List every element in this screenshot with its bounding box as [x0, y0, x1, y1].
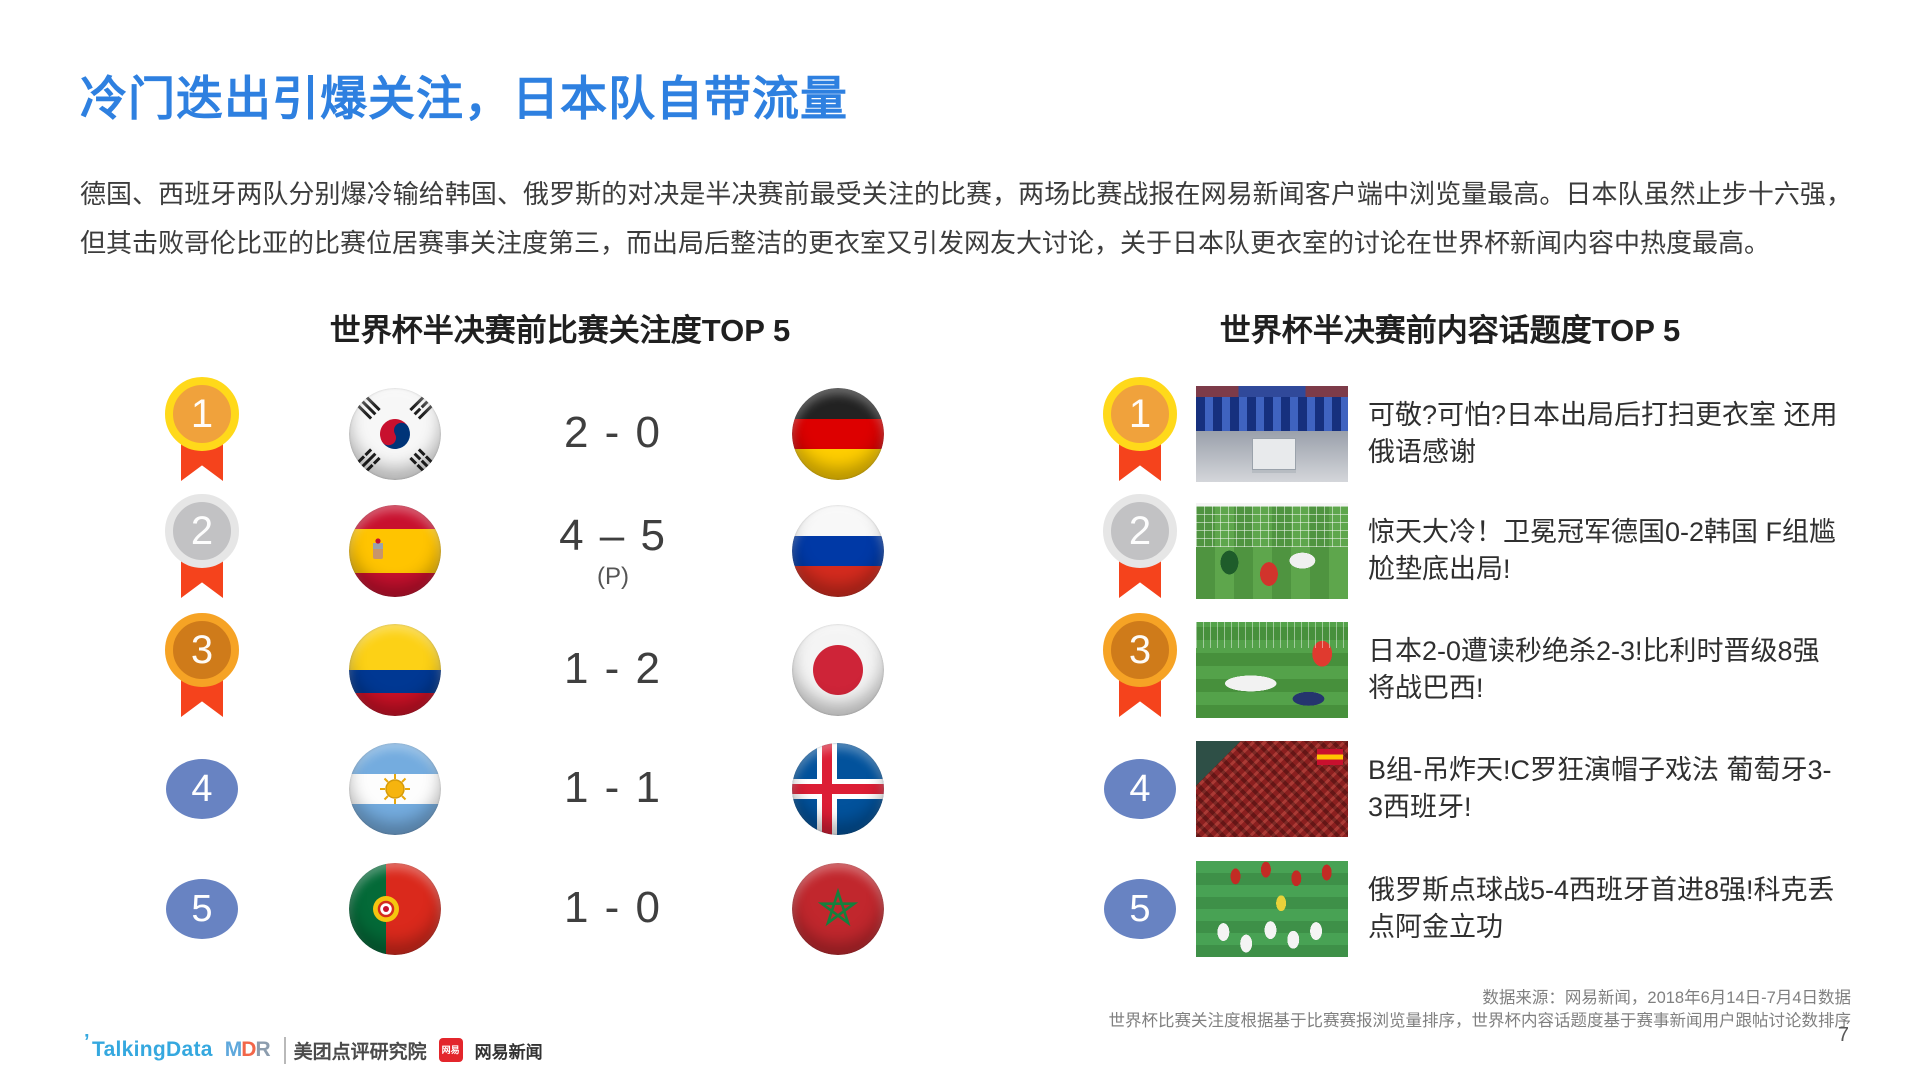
rank-number: 4 [1129, 768, 1151, 810]
mdr-logo: M D R [224, 1038, 271, 1061]
right-panel-title: 世界杯半决赛前内容话题度TOP 5 [1219, 313, 1681, 348]
rank-number: 2 [1128, 509, 1152, 553]
left-panel-title: 世界杯半决赛前比赛关注度TOP 5 [329, 313, 791, 348]
logo-bar: TalkingData M D R 美团点评研究院 网易 网易新闻 [84, 1031, 543, 1064]
flag-russia-icon [792, 505, 884, 597]
news-headline: 惊天大冷！卫冕冠军德国0-2韩国 F组尴尬垫底出局! [1368, 517, 1837, 584]
news-photo-celebration [1196, 861, 1348, 957]
match-row: 3 1 - 2 [0, 613, 1921, 725]
news-photo-locker-room [1196, 386, 1348, 482]
flag-japan-icon [792, 624, 884, 716]
rank-badge: 4 [1104, 759, 1176, 819]
topic-row: 2 惊天大冷！卫冕冠军德国0-2韩国 F组尴尬垫底出局! [0, 494, 1921, 606]
rank-number: 5 [1129, 888, 1151, 930]
flag-morocco-icon [792, 863, 884, 955]
topic-row: 5 俄罗斯点球战5-4西班牙首进8强!科克丢点阿金立功 [0, 854, 1921, 964]
news-headline: 俄罗斯点球战5-4西班牙首进8强!科克丢点阿金立功 [1368, 875, 1835, 942]
flag-iceland-icon [792, 743, 884, 835]
match-score: 1 - 1 [563, 763, 663, 812]
meituan-dianping-institute-label: 美团点评研究院 [283, 1036, 427, 1064]
rank-number: 3 [190, 628, 214, 672]
medal-gold-icon: 1 [1095, 377, 1185, 481]
match-row: 4 1 - 1 [0, 734, 1921, 844]
page-number: 7 [1837, 1024, 1849, 1046]
match-row: 2 4 – 5 (P) [0, 494, 1921, 606]
match-row: 5 1 - 0 [0, 854, 1921, 964]
medal-bronze-icon: 3 [157, 613, 247, 717]
news-photo-germany-korea [1196, 503, 1348, 599]
rank-number: 1 [190, 392, 214, 436]
match-score: 2 - 0 [563, 408, 663, 457]
netease-news-label: 网易新闻 [474, 1042, 543, 1062]
rank-badge: 4 [166, 759, 238, 819]
news-headline: 日本2-0遭读秒绝杀2-3!比利时晋级8强将战巴西! [1368, 636, 1820, 703]
rank-badge: 5 [166, 879, 238, 939]
match-row: 1 2 - 0 [0, 377, 1921, 489]
rank-badge: 5 [1104, 879, 1176, 939]
data-source-line1: 数据来源：网易新闻，2018年6月14日-7月4日数据 [1482, 989, 1851, 1007]
medal-gold-icon: 1 [157, 377, 247, 481]
match-score: 1 - 0 [563, 883, 663, 932]
news-photo-fans [1196, 741, 1348, 837]
match-score: 4 – 5 [559, 511, 667, 560]
news-photo-japan-belgium [1196, 622, 1348, 718]
medal-bronze-icon: 3 [1095, 613, 1185, 717]
rank-number: 1 [1128, 392, 1152, 436]
news-headline: 可敬?可怕?日本出局后打扫更衣室 还用俄语感谢 [1368, 400, 1838, 467]
rank-number: 5 [191, 888, 213, 930]
medal-silver-icon: 2 [157, 494, 247, 598]
topic-row: 3 日本2-0遭读秒绝杀2-3!比利时晋级8强将战巴西! [0, 613, 1921, 725]
rank-number: 3 [1128, 628, 1152, 672]
data-source-line2: 世界杯比赛关注度根据基于比赛赛报浏览量排序，世界杯内容话题度基于赛事新闻用户跟帖… [1108, 1012, 1852, 1030]
topic-row: 4 B组-吊炸天!C罗狂演帽子戏法 葡萄牙3-3西班牙! [0, 734, 1921, 844]
page-title: 冷门迭出引爆关注，日本队自带流量 [80, 72, 848, 125]
topic-row: 1 可敬?可怕?日本出局后打扫更衣室 还用俄语感谢 [0, 377, 1921, 489]
summary-paragraph: 德国、西班牙两队分别爆冷输给韩国、俄罗斯的对决是半决赛前最受关注的比赛，两场比赛… [80, 179, 1852, 258]
talkingdata-logo: TalkingData [84, 1031, 213, 1062]
flag-south-korea-icon [349, 388, 441, 480]
score-note: (P) [597, 563, 629, 590]
medal-silver-icon: 2 [1095, 494, 1185, 598]
rank-number: 4 [191, 768, 213, 810]
match-score: 1 - 2 [563, 644, 663, 693]
netease-logo-icon: 网易 [438, 1038, 463, 1062]
rank-number: 2 [190, 509, 214, 553]
news-headline: B组-吊炸天!C罗狂演帽子戏法 葡萄牙3-3西班牙! [1368, 755, 1832, 822]
